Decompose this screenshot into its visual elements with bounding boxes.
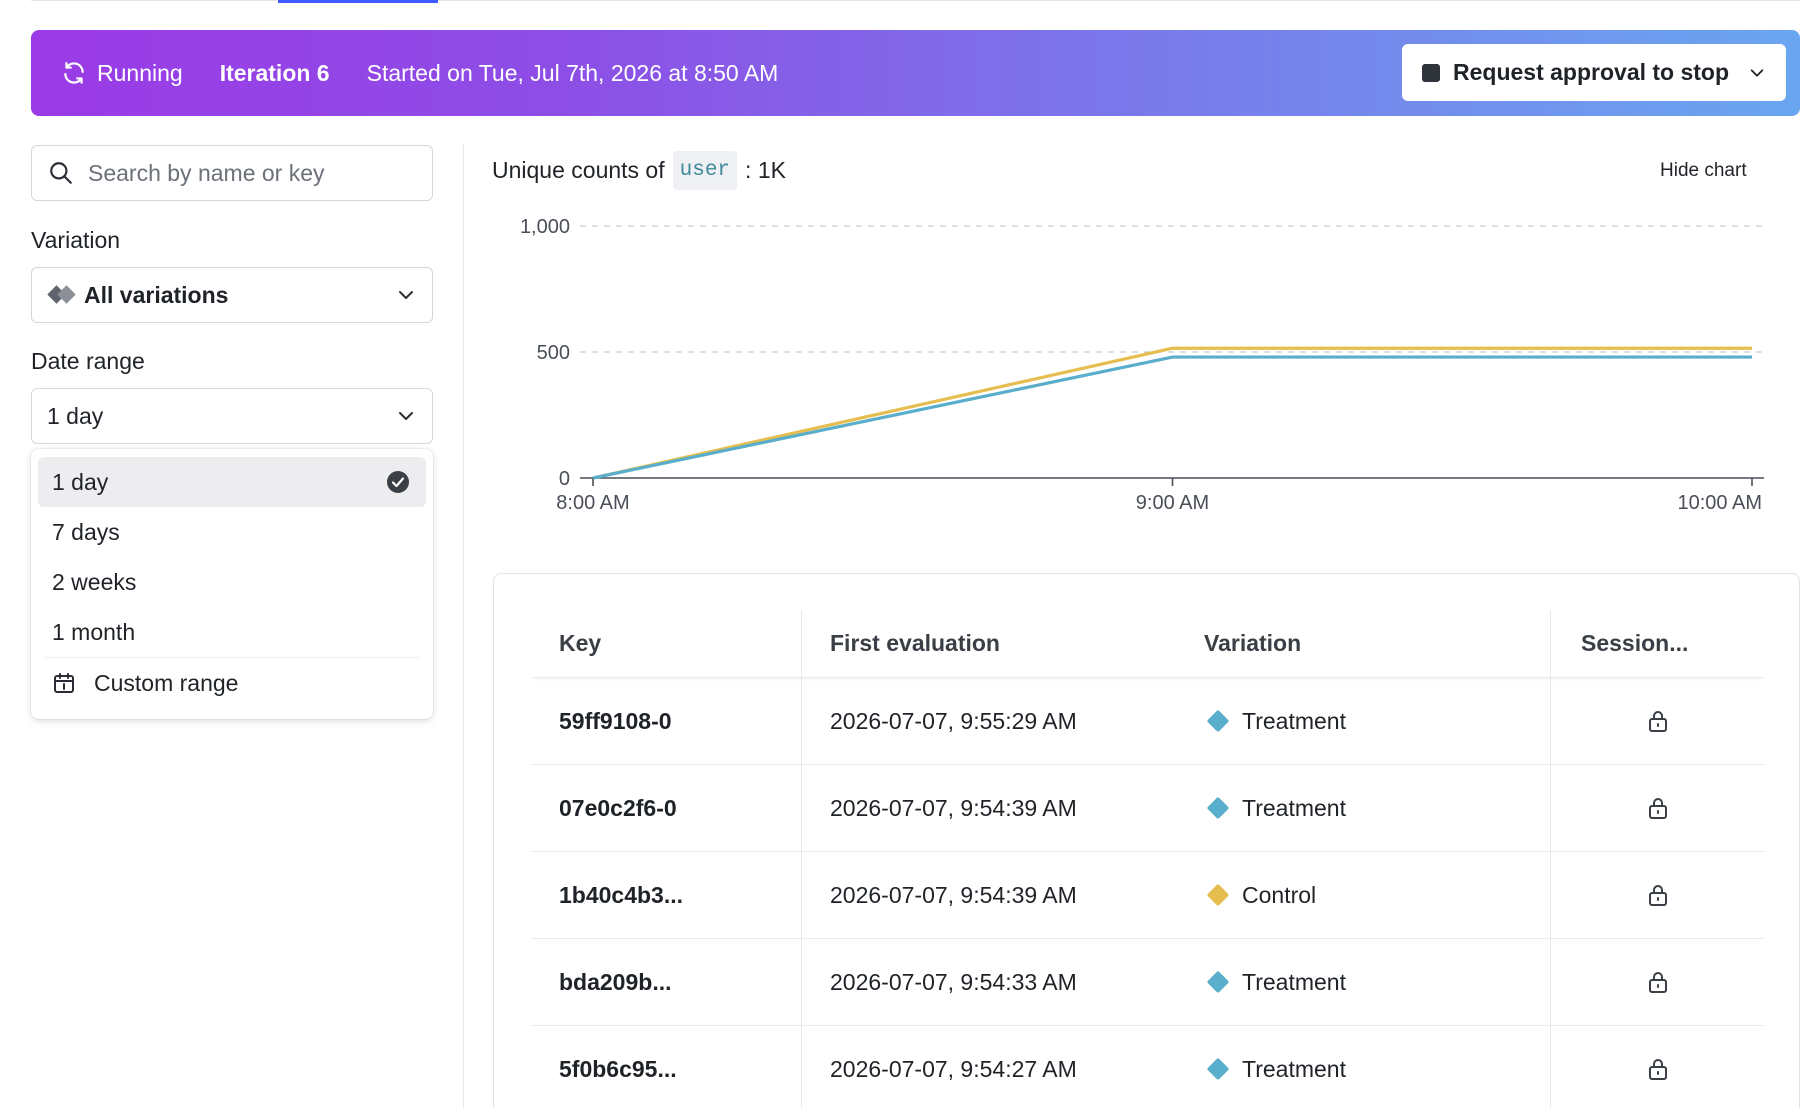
table-row[interactable]: bda209b... 2026-07-07, 9:54:33 AM Treatmen… xyxy=(531,939,1764,1026)
row-variation-label: Treatment xyxy=(1242,794,1346,821)
date-option-label: 1 month xyxy=(52,618,136,645)
column-header-first-evaluation[interactable]: First evaluation xyxy=(801,610,1176,677)
column-header-key[interactable]: Key xyxy=(559,630,602,656)
date-option-label: 2 weeks xyxy=(52,568,137,595)
date-range-label: Date range xyxy=(31,348,145,374)
variation-select[interactable]: All variations xyxy=(31,267,433,323)
lock-icon[interactable] xyxy=(1647,1057,1669,1081)
contexts-table: Key First evaluation Variation Session..… xyxy=(493,573,1800,1108)
row-variation-label: Treatment xyxy=(1242,1055,1346,1082)
variation-diamond-icon xyxy=(1206,796,1230,820)
context-kind-code: user xyxy=(672,151,738,190)
row-variation-label: Treatment xyxy=(1242,707,1346,734)
variation-diamond-icon xyxy=(1206,709,1230,733)
x-tick-label: 9:00 AM xyxy=(1136,492,1209,514)
row-variation-label: Treatment xyxy=(1242,968,1346,995)
lock-icon[interactable] xyxy=(1647,883,1669,907)
x-tick-label: 10:00 AM xyxy=(1677,492,1762,514)
status-banner: Running Iteration 6 Started on Tue, Jul … xyxy=(31,30,1800,116)
chart-title-suffix: : 1K xyxy=(745,157,786,183)
refresh-icon xyxy=(64,62,84,84)
date-option-label: 7 days xyxy=(52,518,120,545)
row-first-evaluation: 2026-07-07, 9:54:27 AM xyxy=(801,1026,1176,1108)
date-option-7-days[interactable]: 7 days xyxy=(38,507,426,557)
row-variation: Control xyxy=(1176,852,1550,938)
date-option-2-weeks[interactable]: 2 weeks xyxy=(38,557,426,607)
active-tab-indicator xyxy=(278,0,438,3)
unique-counts-chart: 0 500 1,000 8:00 AM 9:00 AM 10:00 AM xyxy=(520,216,1764,514)
search-icon xyxy=(50,162,72,184)
row-first-evaluation: 2026-07-07, 9:54:39 AM xyxy=(801,765,1176,851)
row-session xyxy=(1550,852,1764,938)
date-range-value: 1 day xyxy=(47,402,104,429)
stop-icon xyxy=(1422,63,1440,82)
row-first-evaluation: 2026-07-07, 9:54:39 AM xyxy=(801,852,1176,938)
date-option-custom-range[interactable]: Custom range xyxy=(38,658,426,708)
table-row[interactable]: 59ff9108-0 2026-07-07, 9:55:29 AM Treatmen… xyxy=(531,678,1764,765)
table-row[interactable]: 1b40c4b3... 2026-07-07, 9:54:39 AM Control xyxy=(531,852,1764,939)
y-tick-label: 1,000 xyxy=(520,216,570,238)
chevron-down-icon xyxy=(399,412,413,420)
menu-divider xyxy=(45,657,419,658)
table-row[interactable]: 07e0c2f6-0 2026-07-07, 9:54:39 AM Treatmen… xyxy=(531,765,1764,852)
series-line-treatment xyxy=(592,355,1752,480)
status-label: Running xyxy=(97,59,183,86)
row-variation: Treatment xyxy=(1176,678,1550,764)
request-stop-button[interactable]: Request approval to stop xyxy=(1402,44,1786,101)
check-circle-icon xyxy=(387,471,409,493)
date-option-1-month[interactable]: 1 month xyxy=(38,607,426,657)
request-stop-label: Request approval to stop xyxy=(1453,59,1730,85)
y-tick-label: 0 xyxy=(559,468,570,490)
table-row[interactable]: 5f0b6c95... 2026-07-07, 9:54:27 AM Treatme… xyxy=(531,1026,1764,1108)
variation-label: Variation xyxy=(31,227,121,253)
row-session xyxy=(1550,678,1764,764)
column-header-variation[interactable]: Variation xyxy=(1204,630,1302,656)
row-first-evaluation: 2026-07-07, 9:54:33 AM xyxy=(801,939,1176,1025)
search-box[interactable] xyxy=(31,145,433,201)
date-range-select[interactable]: 1 day xyxy=(31,388,433,444)
running-status: Running xyxy=(61,60,183,87)
row-session xyxy=(1550,939,1764,1025)
row-variation: Treatment xyxy=(1176,1026,1550,1108)
row-variation: Treatment xyxy=(1176,939,1550,1025)
variations-icon xyxy=(47,285,76,304)
row-key[interactable]: 1b40c4b3... xyxy=(559,881,684,908)
date-option-1-day[interactable]: 1 day xyxy=(38,457,426,507)
chart-title-prefix: Unique counts of xyxy=(492,157,665,183)
row-session xyxy=(1550,765,1764,851)
variation-diamond-icon xyxy=(1206,1057,1230,1081)
row-key[interactable]: 07e0c2f6-0 xyxy=(559,794,677,821)
lock-icon[interactable] xyxy=(1647,709,1669,733)
variation-diamond-icon xyxy=(1206,883,1230,907)
row-key[interactable]: 59ff9108-0 xyxy=(559,707,672,734)
hide-chart-button[interactable]: Hide chart xyxy=(1660,160,1747,181)
top-divider xyxy=(31,0,1800,1)
chart-title: Unique counts of user : 1K xyxy=(492,151,786,190)
variation-diamond-icon xyxy=(1206,970,1230,994)
chevron-down-icon xyxy=(399,291,413,299)
row-first-evaluation: 2026-07-07, 9:55:29 AM xyxy=(801,678,1176,764)
lock-icon[interactable] xyxy=(1647,796,1669,820)
row-key[interactable]: bda209b... xyxy=(559,968,672,995)
row-variation-label: Control xyxy=(1242,881,1317,908)
lock-icon[interactable] xyxy=(1647,970,1669,994)
row-key[interactable]: 5f0b6c95... xyxy=(559,1055,677,1082)
column-header-session[interactable]: Session... xyxy=(1550,610,1764,677)
y-tick-label: 500 xyxy=(537,342,570,364)
calendar-icon xyxy=(54,673,74,693)
series-line-control xyxy=(592,346,1752,480)
date-range-menu: 1 day 7 days 2 weeks 1 month Custom rang… xyxy=(31,449,433,719)
search-input[interactable] xyxy=(88,159,408,187)
panel-divider xyxy=(463,145,464,1108)
x-tick-label: 8:00 AM xyxy=(556,492,629,514)
row-session xyxy=(1550,1026,1764,1108)
variation-value: All variations xyxy=(84,281,229,308)
iteration-label: Iteration 6 xyxy=(219,59,330,86)
table-header: Key First evaluation Variation Session..… xyxy=(531,610,1764,678)
row-variation: Treatment xyxy=(1176,765,1550,851)
started-label: Started on Tue, Jul 7th, 2026 at 8:50 AM xyxy=(366,59,779,86)
custom-range-label: Custom range xyxy=(94,669,239,696)
date-option-label: 1 day xyxy=(52,468,109,495)
chevron-down-icon[interactable] xyxy=(1748,64,1766,82)
